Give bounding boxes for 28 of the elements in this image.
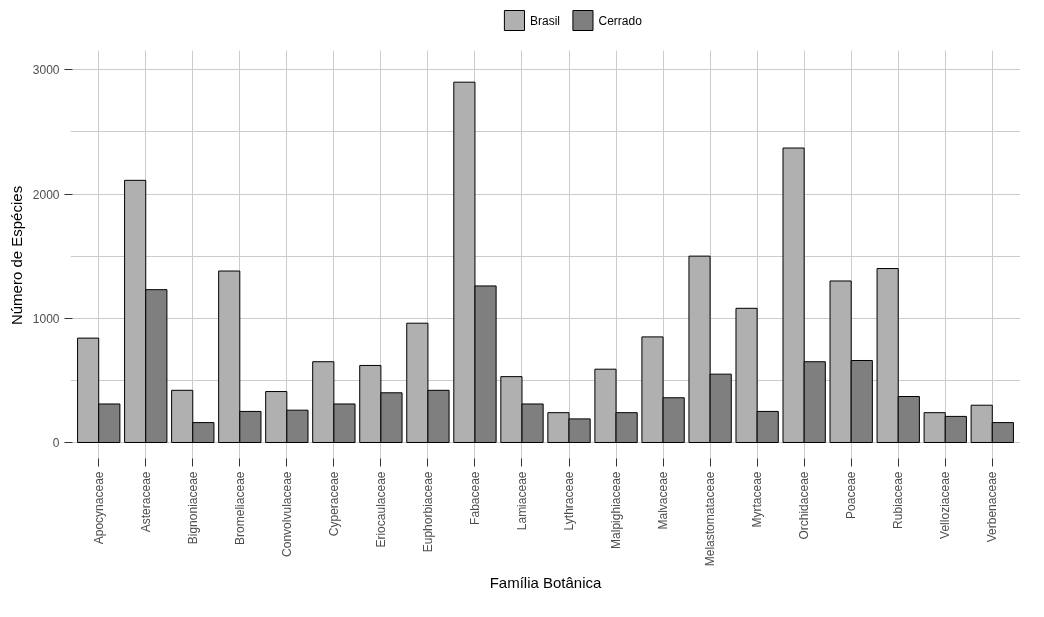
y-tick-label: 2000: [32, 187, 60, 202]
x-tick-label: Verbenaceae: [985, 471, 1000, 543]
x-tick-label: Myrtaceae: [750, 471, 765, 528]
x-tick-label: Asteraceae: [138, 471, 153, 533]
x-tick-label: Bromeliaceae: [232, 471, 247, 545]
x-tick-label: Orchidaceae: [797, 471, 812, 540]
x-tick-label: Fabaceae: [467, 471, 482, 525]
x-axis-title: Família Botânica: [489, 574, 603, 592]
x-tick-label: Rubiaceae: [891, 471, 906, 529]
x-tick-label: Euphorbiaceae: [420, 471, 435, 553]
y-axis-title: Número de Espécies: [7, 185, 25, 326]
y-tick-label: 0: [52, 435, 60, 450]
x-tick-label: Eriocaulaceae: [373, 471, 388, 548]
x-tick-label: Velloziaceae: [938, 471, 953, 539]
x-tick-label: Cyperaceae: [326, 471, 341, 537]
x-tick-label: Malvaceae: [656, 471, 671, 530]
x-tick-label: Melastomataceae: [703, 471, 718, 567]
x-tick-label: Malpighiaceae: [609, 471, 624, 549]
x-tick-label: Poaceae: [844, 471, 859, 519]
x-tick-label: Lamiaceae: [514, 471, 529, 531]
x-tick-label: Lythraceae: [562, 471, 577, 531]
x-tick-label: Convolvulaceae: [279, 471, 294, 557]
x-tick-label: Apocynaceae: [91, 471, 106, 545]
y-tick-label: 3000: [32, 63, 60, 78]
legend-label: Brasil: [529, 13, 560, 28]
x-tick-label: Bignoniaceae: [185, 471, 200, 545]
legend-label: Cerrado: [598, 13, 643, 28]
y-tick-label: 1000: [32, 311, 60, 326]
